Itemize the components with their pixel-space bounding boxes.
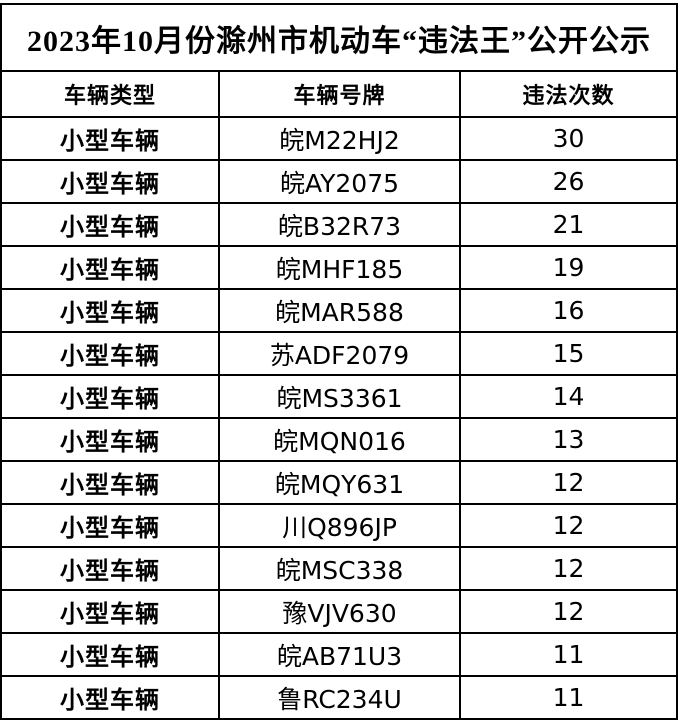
table-row: 小型车辆 苏ADF2079 15 xyxy=(0,331,679,376)
column-header-violation-count: 违法次数 xyxy=(458,70,679,118)
count-cell: 19 xyxy=(458,245,679,290)
table-row: 小型车辆 皖MAR588 16 xyxy=(0,288,679,333)
vehicle-type-cell: 小型车辆 xyxy=(0,503,220,548)
plate-cell: 皖MSC338 xyxy=(218,546,461,591)
plate-cell: 皖MS3361 xyxy=(218,374,461,419)
table-row: 小型车辆 豫VJV630 12 xyxy=(0,589,679,634)
count-cell: 16 xyxy=(458,288,679,333)
plate-cell: 皖MQN016 xyxy=(218,417,461,462)
table-row: 小型车辆 鲁RC234U 11 xyxy=(0,675,679,720)
count-cell: 30 xyxy=(458,116,679,161)
vehicle-type-cell: 小型车辆 xyxy=(0,202,220,247)
vehicle-type-cell: 小型车辆 xyxy=(0,159,220,204)
table-row: 小型车辆 川Q896JP 12 xyxy=(0,503,679,548)
vehicle-type-cell: 小型车辆 xyxy=(0,331,220,376)
vehicle-type-cell: 小型车辆 xyxy=(0,116,220,161)
column-header-plate-number: 车辆号牌 xyxy=(218,70,461,118)
count-cell: 12 xyxy=(458,503,679,548)
plate-cell: 皖M22HJ2 xyxy=(218,116,461,161)
plate-cell: 皖B32R73 xyxy=(218,202,461,247)
table-row: 小型车辆 皖MHF185 19 xyxy=(0,245,679,290)
table-row: 小型车辆 皖MQY631 12 xyxy=(0,460,679,505)
vehicle-type-cell: 小型车辆 xyxy=(0,417,220,462)
count-cell: 14 xyxy=(458,374,679,419)
table-row: 小型车辆 皖M22HJ2 30 xyxy=(0,116,679,161)
plate-cell: 皖AB71U3 xyxy=(218,632,461,677)
plate-cell: 皖MHF185 xyxy=(218,245,461,290)
count-cell: 26 xyxy=(458,159,679,204)
vehicle-type-cell: 小型车辆 xyxy=(0,589,220,634)
plate-cell: 川Q896JP xyxy=(218,503,461,548)
count-cell: 11 xyxy=(458,632,679,677)
table-row: 小型车辆 皖MS3361 14 xyxy=(0,374,679,419)
title-row: 2023年10月份滁州市机动车“违法王”公开公示 xyxy=(0,3,679,72)
vehicle-type-cell: 小型车辆 xyxy=(0,245,220,290)
vehicle-type-cell: 小型车辆 xyxy=(0,546,220,591)
plate-cell: 苏ADF2079 xyxy=(218,331,461,376)
count-cell: 12 xyxy=(458,460,679,505)
page-title: 2023年10月份滁州市机动车“违法王”公开公示 xyxy=(0,3,679,72)
table-row: 小型车辆 皖B32R73 21 xyxy=(0,202,679,247)
table-row: 小型车辆 皖AY2075 26 xyxy=(0,159,679,204)
header-row: 车辆类型 车辆号牌 违法次数 xyxy=(0,70,679,118)
plate-cell: 鲁RC234U xyxy=(218,675,461,720)
vehicle-type-cell: 小型车辆 xyxy=(0,632,220,677)
vehicle-type-cell: 小型车辆 xyxy=(0,675,220,720)
column-header-vehicle-type: 车辆类型 xyxy=(0,70,220,118)
violation-table: 2023年10月份滁州市机动车“违法王”公开公示 车辆类型 车辆号牌 违法次数 … xyxy=(0,3,679,720)
count-cell: 13 xyxy=(458,417,679,462)
vehicle-type-cell: 小型车辆 xyxy=(0,288,220,333)
vehicle-type-cell: 小型车辆 xyxy=(0,374,220,419)
vehicle-type-cell: 小型车辆 xyxy=(0,460,220,505)
count-cell: 15 xyxy=(458,331,679,376)
plate-cell: 皖MAR588 xyxy=(218,288,461,333)
table-row: 小型车辆 皖AB71U3 11 xyxy=(0,632,679,677)
plate-cell: 皖AY2075 xyxy=(218,159,461,204)
table-row: 小型车辆 皖MSC338 12 xyxy=(0,546,679,591)
table-row: 小型车辆 皖MQN016 13 xyxy=(0,417,679,462)
count-cell: 21 xyxy=(458,202,679,247)
count-cell: 12 xyxy=(458,589,679,634)
plate-cell: 皖MQY631 xyxy=(218,460,461,505)
plate-cell: 豫VJV630 xyxy=(218,589,461,634)
count-cell: 11 xyxy=(458,675,679,720)
count-cell: 12 xyxy=(458,546,679,591)
